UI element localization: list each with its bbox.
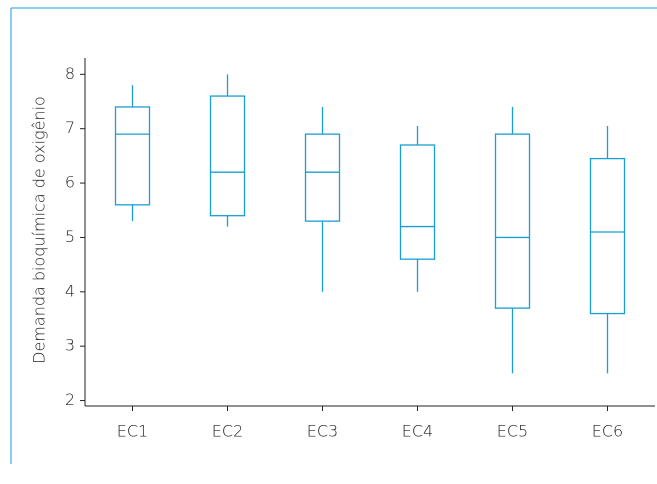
x-tick-label: EC6 [592, 422, 623, 441]
box [114, 106, 151, 206]
y-tick-label: 4 [65, 281, 75, 300]
y-tick-label: 7 [65, 118, 75, 137]
x-tick-label: EC2 [212, 422, 243, 441]
y-tick-label: 8 [65, 64, 75, 83]
y-tick-label: 3 [65, 336, 75, 355]
box [494, 133, 531, 309]
y-tick-label: 6 [65, 173, 75, 192]
x-tick-label: EC1 [117, 422, 148, 441]
y-axis-label: Demanda bioquímica de oxigênio [30, 96, 49, 364]
box [209, 95, 246, 217]
x-tick-label: EC5 [497, 422, 528, 441]
y-tick-label: 5 [65, 227, 75, 246]
x-tick-label: EC3 [307, 422, 338, 441]
y-tick-label: 2 [65, 390, 75, 409]
box [589, 157, 626, 315]
box [399, 144, 436, 260]
box [304, 133, 341, 222]
x-tick-label: EC4 [402, 422, 433, 441]
